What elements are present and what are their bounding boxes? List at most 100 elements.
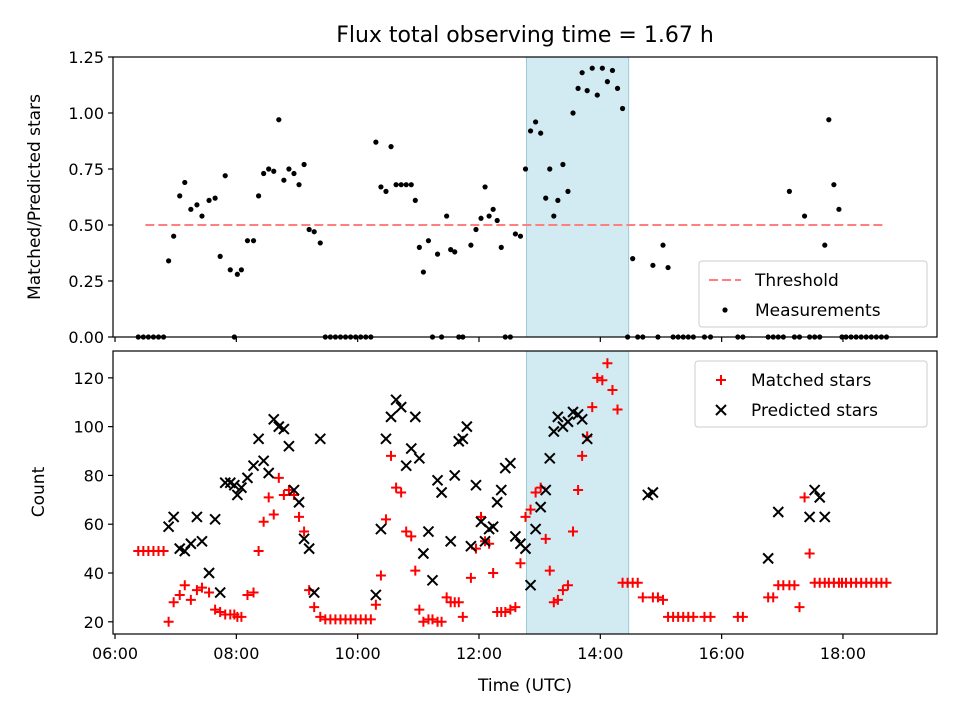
data-point bbox=[525, 504, 536, 515]
data-point bbox=[436, 616, 447, 627]
data-point bbox=[167, 511, 180, 523]
data-point bbox=[524, 579, 537, 591]
data-point bbox=[519, 542, 532, 555]
data-point bbox=[575, 85, 581, 91]
data-point bbox=[388, 144, 394, 150]
data-point bbox=[801, 213, 808, 219]
data-point bbox=[592, 372, 603, 383]
data-point bbox=[171, 233, 177, 239]
data-point bbox=[540, 484, 552, 496]
data-point bbox=[206, 197, 212, 203]
data-point bbox=[579, 70, 585, 76]
legend-swatch bbox=[716, 375, 726, 385]
data-point bbox=[234, 271, 240, 277]
data-point bbox=[194, 202, 200, 208]
data-point bbox=[268, 413, 280, 426]
data-point bbox=[658, 594, 669, 605]
data-point bbox=[314, 433, 326, 445]
data-point bbox=[303, 542, 315, 555]
data-point bbox=[573, 485, 584, 496]
data-point bbox=[398, 182, 404, 188]
data-point bbox=[370, 589, 382, 601]
data-point bbox=[204, 587, 215, 598]
data-point bbox=[544, 565, 555, 576]
data-point bbox=[597, 375, 608, 386]
data-point bbox=[410, 565, 421, 576]
data-point bbox=[609, 67, 616, 74]
data-point bbox=[426, 574, 439, 587]
data-point bbox=[465, 540, 477, 552]
data-point bbox=[406, 531, 417, 542]
data-point bbox=[552, 411, 564, 423]
data-point bbox=[291, 170, 297, 177]
data-point bbox=[484, 538, 495, 549]
data-point bbox=[400, 459, 412, 472]
data-point bbox=[647, 486, 659, 499]
data-point bbox=[188, 206, 194, 212]
data-point bbox=[262, 467, 275, 479]
data-point bbox=[786, 188, 792, 194]
data-point bbox=[470, 479, 482, 491]
data-point bbox=[560, 161, 566, 168]
data-point bbox=[803, 511, 816, 523]
data-point bbox=[386, 450, 397, 461]
data-point bbox=[418, 616, 429, 627]
data-point bbox=[822, 242, 828, 248]
y-tick-label: 120 bbox=[73, 369, 104, 388]
data-point bbox=[203, 567, 215, 579]
data-point bbox=[599, 65, 605, 71]
data-point bbox=[520, 511, 531, 522]
highlight-band bbox=[526, 56, 630, 338]
data-point bbox=[248, 587, 259, 598]
data-point bbox=[294, 511, 305, 522]
legend-label: Measurements bbox=[755, 301, 881, 321]
y-tick-label: 0.25 bbox=[68, 272, 104, 291]
data-point bbox=[261, 170, 267, 177]
data-point bbox=[311, 229, 317, 235]
data-point bbox=[403, 182, 409, 188]
data-point bbox=[794, 602, 805, 613]
legend-item: Threshold bbox=[709, 271, 839, 291]
data-point bbox=[538, 130, 544, 136]
data-point bbox=[737, 611, 748, 622]
data-point bbox=[500, 607, 511, 618]
data-point bbox=[434, 251, 441, 257]
data-point bbox=[235, 481, 248, 494]
legend-box bbox=[698, 260, 928, 328]
top-panel: 0.00 0.25 0.50 0.75 1.00 1.25 Threshold Measure… bbox=[68, 48, 938, 347]
data-point bbox=[548, 425, 560, 438]
data-point bbox=[534, 501, 547, 513]
data-point bbox=[177, 193, 183, 199]
data-point bbox=[465, 572, 476, 583]
data-point bbox=[457, 433, 469, 445]
data-point bbox=[257, 455, 270, 467]
data-point bbox=[494, 217, 500, 224]
y-tick-label: 1.00 bbox=[68, 104, 104, 123]
data-point bbox=[688, 611, 699, 622]
series-measurements bbox=[135, 65, 890, 340]
top-y-axis-label: Matched/Predicted stars bbox=[25, 94, 45, 300]
legend-item: Matched stars bbox=[716, 371, 871, 391]
data-point bbox=[266, 166, 272, 172]
data-point bbox=[453, 597, 464, 608]
data-point bbox=[552, 594, 563, 605]
data-point bbox=[263, 492, 274, 503]
data-point bbox=[196, 535, 208, 548]
data-point bbox=[768, 592, 779, 603]
data-point bbox=[288, 484, 300, 496]
data-point bbox=[543, 195, 549, 201]
data-point bbox=[247, 459, 260, 472]
bottom-panel: 20 40 60 80 100 120 06:00 08:00 10:00 12:00 14:00 1… bbox=[73, 350, 938, 663]
data-point bbox=[487, 520, 499, 533]
data-point bbox=[831, 182, 837, 188]
data-point bbox=[191, 511, 203, 523]
y-tick-label: 20 bbox=[84, 613, 104, 632]
data-point bbox=[589, 65, 595, 71]
data-point bbox=[602, 358, 613, 369]
data-point bbox=[510, 602, 521, 613]
data-point bbox=[283, 440, 295, 452]
data-point bbox=[587, 402, 598, 413]
data-point bbox=[278, 423, 290, 435]
data-point bbox=[408, 182, 414, 188]
